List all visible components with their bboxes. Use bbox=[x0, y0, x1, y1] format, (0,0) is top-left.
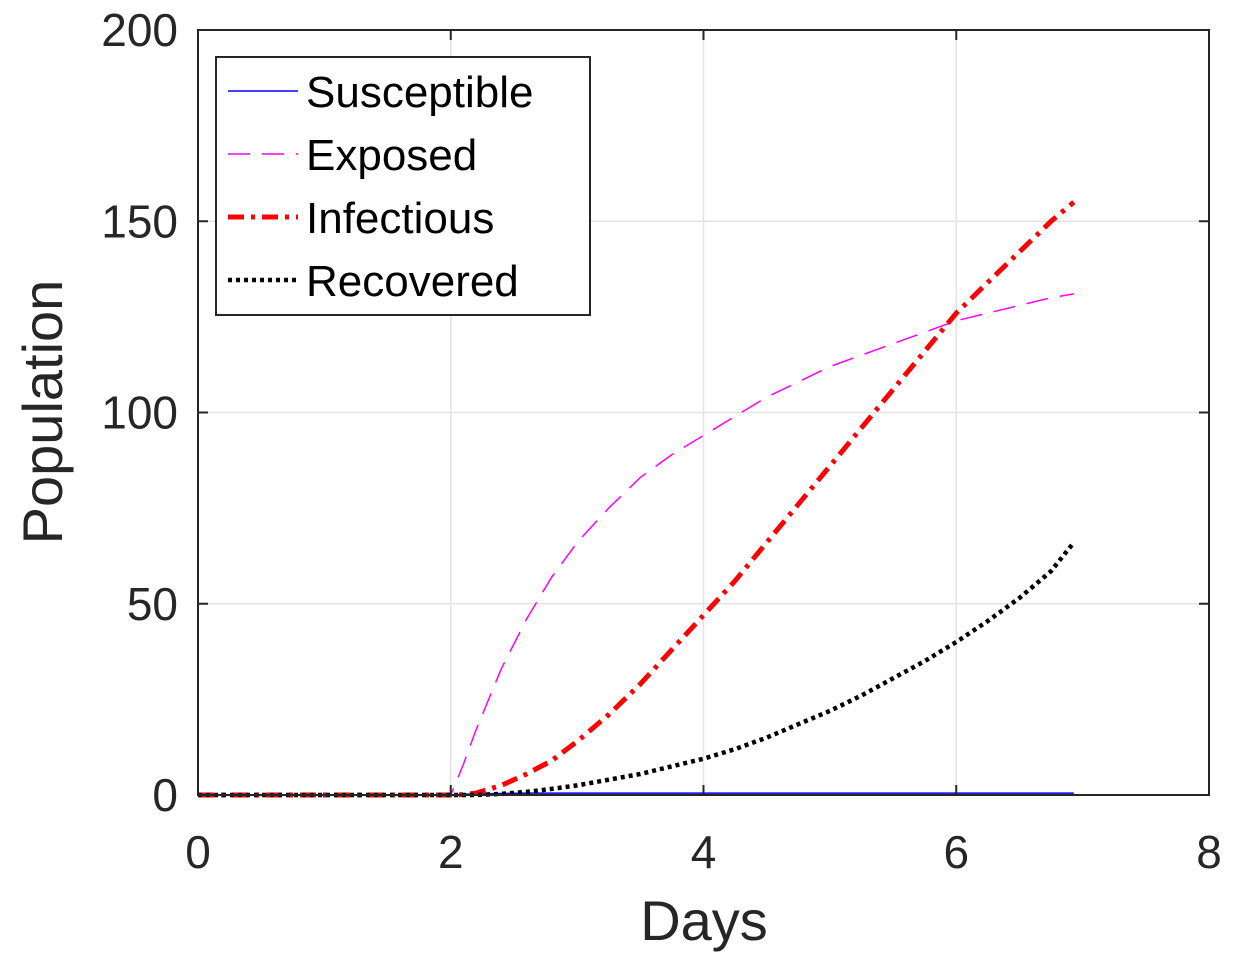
x-tick-label: 6 bbox=[943, 826, 969, 878]
y-axis-label: Population bbox=[11, 280, 74, 545]
y-tick-label: 0 bbox=[152, 769, 178, 821]
series-line-infectious bbox=[198, 200, 1076, 798]
legend-label-infectious: Infectious bbox=[306, 194, 494, 243]
legend-label-susceptible: Susceptible bbox=[306, 68, 533, 117]
x-tick-label: 8 bbox=[1196, 826, 1222, 878]
series-line-exposed bbox=[198, 293, 1074, 796]
x-tick-label: 2 bbox=[438, 826, 464, 878]
legend-label-recovered: Recovered bbox=[306, 257, 519, 306]
legend: Susceptible Exposed Infectious Recovered bbox=[215, 56, 591, 316]
x-axis-label: Days bbox=[640, 889, 768, 952]
y-tick-label: 150 bbox=[101, 195, 178, 247]
y-tick-label: 50 bbox=[127, 578, 178, 630]
legend-box bbox=[215, 56, 591, 316]
y-tick-label: 200 bbox=[101, 4, 178, 56]
x-tick-label: 4 bbox=[691, 826, 717, 878]
ticks: 0 2 4 6 8 0 50 100 150 200 bbox=[101, 4, 1222, 878]
y-tick-label: 100 bbox=[101, 387, 178, 439]
legend-label-exposed: Exposed bbox=[306, 131, 477, 180]
x-tick-label: 0 bbox=[185, 826, 211, 878]
series-line-recovered bbox=[198, 541, 1076, 798]
